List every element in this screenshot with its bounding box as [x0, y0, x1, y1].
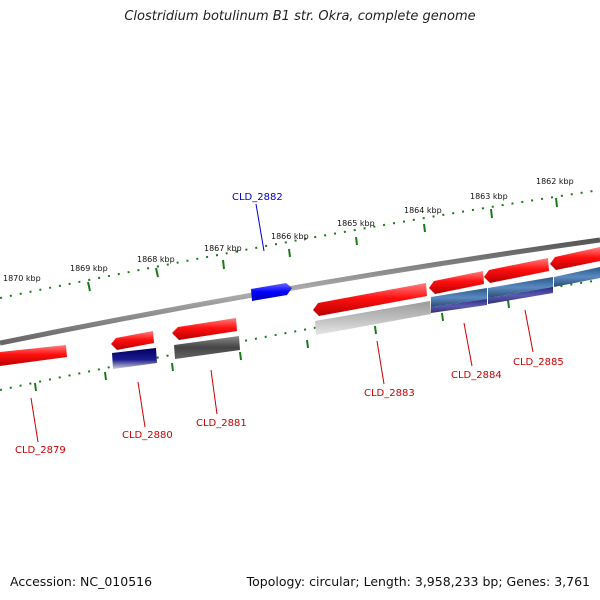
scale-tick-major [490, 208, 493, 219]
gene-CLD_2882[interactable] [251, 283, 292, 301]
scale-tick-major [355, 236, 358, 246]
scale-label: 1865 kbp [337, 219, 375, 228]
gene-next[interactable] [550, 247, 600, 287]
scale-tick-major [104, 371, 107, 381]
gene-annotation-bar [488, 277, 553, 298]
gene-arrow-reverse[interactable] [0, 345, 67, 366]
gene-label[interactable]: CLD_2881 [196, 418, 247, 429]
gene-CLD_2885[interactable] [484, 258, 553, 304]
gene-CLD_2884[interactable] [429, 271, 487, 313]
gene-annotation-bar [431, 299, 487, 313]
label-leader-line [255, 203, 265, 252]
scale-tick-major [155, 267, 159, 278]
accession-text: Accession: NC_010516 [10, 574, 153, 589]
genome-backbone [0, 237, 600, 346]
scale-tick-major [555, 197, 558, 208]
scale-label: 1868 kbp [137, 255, 175, 264]
gene-arrow-reverse[interactable] [429, 271, 484, 294]
gene-label[interactable]: CLD_2882 [232, 192, 283, 203]
gene-label[interactable]: CLD_2885 [513, 357, 564, 368]
gene-annotation-bar [112, 348, 157, 369]
label-leader-line [30, 397, 39, 443]
outer-scale [0, 189, 600, 299]
genome-summary-text: Topology: circular; Length: 3,958,233 bp… [246, 574, 590, 589]
scale-label: 1870 kbp [3, 274, 41, 283]
scale-tick-major [306, 339, 309, 349]
gene-label[interactable]: CLD_2883 [364, 388, 415, 399]
genome-title: Clostridium botulinum B1 str. Okra, comp… [124, 9, 476, 24]
scale-tick-major [423, 223, 426, 233]
gene-annotation-bar [488, 287, 553, 304]
scale-tick-major [87, 281, 91, 292]
inner-scale [0, 279, 600, 392]
label-leader-line [524, 309, 534, 353]
gene-arrow-reverse[interactable] [172, 318, 237, 340]
gene-label[interactable]: CLD_2884 [451, 370, 502, 381]
scale-tick-major [374, 325, 377, 335]
scale-tick-major [239, 351, 242, 361]
gene-CLD_2880[interactable] [111, 331, 157, 369]
label-leader-line [463, 322, 473, 367]
scale-tick-major [34, 382, 37, 392]
gene-arrow-forward[interactable] [251, 283, 292, 301]
gene-CLD_2883[interactable] [313, 283, 431, 335]
gene-CLD_2879[interactable] [0, 345, 67, 366]
gene-arrow-reverse[interactable] [313, 283, 427, 316]
label-leader-line [137, 381, 146, 428]
gene-annotation-bar [315, 301, 431, 335]
scale-label: 1862 kbp [536, 177, 574, 186]
gene-annotation-bar [174, 336, 240, 359]
gene-arrow-reverse[interactable] [550, 247, 600, 270]
gene-arrow-reverse[interactable] [111, 331, 154, 350]
outer-scale-dots [0, 189, 600, 299]
scale-label: 1869 kbp [70, 264, 108, 273]
gene-label[interactable]: CLD_2879 [15, 445, 66, 456]
label-leader-line [210, 369, 218, 415]
gene-annotation-bar [554, 267, 600, 287]
scale-tick-major [507, 299, 510, 309]
scale-tick-major [171, 362, 174, 372]
label-leader-line [376, 340, 385, 385]
gene-CLD_2881[interactable] [172, 318, 240, 359]
gene-arrow-reverse[interactable] [484, 258, 549, 283]
scale-label: 1864 kbp [404, 206, 442, 215]
scale-tick-major [441, 312, 444, 322]
gene-label[interactable]: CLD_2880 [122, 430, 173, 441]
scale-label: 1867 kbp [204, 244, 242, 253]
scale-label: 1863 kbp [470, 192, 508, 201]
scale-tick-major [288, 248, 291, 258]
gene-annotation-bar [431, 288, 487, 307]
scale-label: 1866 kbp [271, 232, 309, 241]
scale-tick-major [222, 259, 225, 270]
